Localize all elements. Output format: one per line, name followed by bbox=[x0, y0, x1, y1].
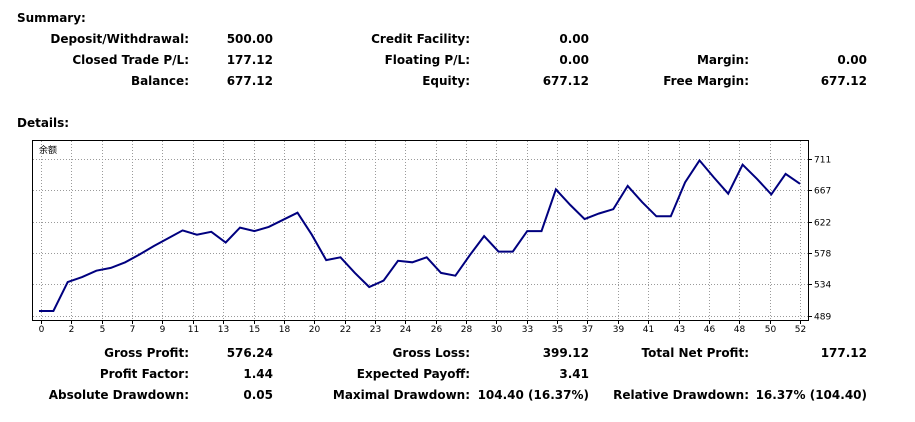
margin-value: 0.00 bbox=[837, 53, 867, 67]
deposit-withdrawal-label: Deposit/Withdrawal: bbox=[50, 32, 189, 46]
credit-facility-label: Credit Facility: bbox=[371, 32, 470, 46]
y-tick-label: 578 bbox=[814, 250, 831, 260]
x-tick-label: 30 bbox=[491, 325, 503, 335]
x-tick-label: 48 bbox=[734, 325, 746, 335]
balance-label: Balance: bbox=[130, 74, 189, 88]
deposit-withdrawal-value: 500.00 bbox=[226, 32, 273, 46]
closed-trade-pl-label: Closed Trade P/L: bbox=[72, 53, 189, 67]
free-margin-value: 677.12 bbox=[820, 74, 867, 88]
x-tick-label: 20 bbox=[309, 325, 321, 335]
x-tick-label: 35 bbox=[552, 325, 563, 335]
balance-chart: 余额 711 667 622 578 534 489 0 2 5 7 9 11 13 15 18 20 22 2… bbox=[32, 140, 831, 335]
absolute-drawdown-label: Absolute Drawdown: bbox=[48, 388, 189, 402]
x-tick-label: 22 bbox=[340, 325, 351, 335]
x-tick-label: 33 bbox=[522, 325, 533, 335]
details-title: Details: bbox=[17, 116, 70, 130]
total-net-profit-label: Total Net Profit: bbox=[641, 346, 749, 360]
x-tick-label: 37 bbox=[582, 325, 593, 335]
floating-pl-value: 0.00 bbox=[559, 53, 589, 67]
x-tick-label: 23 bbox=[370, 325, 381, 335]
absolute-drawdown-value: 0.05 bbox=[243, 388, 273, 402]
chart-frame bbox=[32, 140, 809, 321]
x-tick-label: 39 bbox=[613, 325, 625, 335]
gross-profit-label: Gross Profit: bbox=[104, 346, 189, 360]
x-tick-label: 50 bbox=[765, 325, 777, 335]
x-tick-label: 26 bbox=[431, 325, 443, 335]
gross-loss-value: 399.12 bbox=[542, 346, 589, 360]
x-tick-label: 13 bbox=[218, 325, 229, 335]
x-tick-label: 15 bbox=[249, 325, 260, 335]
chart-grid bbox=[33, 141, 808, 320]
x-tick-label: 18 bbox=[279, 325, 291, 335]
credit-facility-value: 0.00 bbox=[559, 32, 589, 46]
balance-value: 677.12 bbox=[226, 74, 273, 88]
x-tick-label: 46 bbox=[704, 325, 716, 335]
x-tick-label: 28 bbox=[461, 325, 473, 335]
closed-trade-pl-value: 177.12 bbox=[226, 53, 273, 67]
y-tick-label: 622 bbox=[814, 219, 831, 229]
x-tick-label: 0 bbox=[39, 325, 45, 335]
y-axis: 711 667 622 578 534 489 bbox=[808, 156, 831, 323]
chart-series-label: 余额 bbox=[39, 144, 57, 156]
summary-title: Summary: bbox=[17, 11, 86, 25]
x-tick-label: 41 bbox=[643, 325, 654, 335]
profit-factor-value: 1.44 bbox=[243, 367, 273, 381]
x-tick-label: 11 bbox=[188, 325, 199, 335]
balance-line bbox=[39, 158, 801, 312]
free-margin-label: Free Margin: bbox=[663, 74, 749, 88]
equity-label: Equity: bbox=[422, 74, 470, 88]
expected-payoff-value: 3.41 bbox=[559, 367, 589, 381]
x-tick-label: 9 bbox=[160, 325, 166, 335]
y-tick-label: 711 bbox=[814, 156, 831, 166]
relative-drawdown-value: 16.37% (104.40) bbox=[755, 388, 867, 402]
floating-pl-label: Floating P/L: bbox=[384, 53, 470, 67]
margin-label: Margin: bbox=[696, 53, 749, 67]
x-tick-label: 52 bbox=[795, 325, 806, 335]
maximal-drawdown-value: 104.40 (16.37%) bbox=[477, 388, 589, 402]
x-tick-label: 24 bbox=[400, 325, 412, 335]
x-tick-label: 43 bbox=[674, 325, 685, 335]
maximal-drawdown-label: Maximal Drawdown: bbox=[332, 388, 470, 402]
x-tick-label: 7 bbox=[130, 325, 136, 335]
relative-drawdown-label: Relative Drawdown: bbox=[613, 388, 749, 402]
y-tick-label: 489 bbox=[814, 313, 831, 323]
x-tick-label: 5 bbox=[100, 325, 106, 335]
total-net-profit-value: 177.12 bbox=[820, 346, 867, 360]
y-tick-label: 667 bbox=[814, 187, 831, 197]
expected-payoff-label: Expected Payoff: bbox=[356, 367, 470, 381]
profit-factor-label: Profit Factor: bbox=[99, 367, 189, 381]
equity-value: 677.12 bbox=[542, 74, 589, 88]
x-tick-label: 2 bbox=[69, 325, 75, 335]
gross-profit-value: 576.24 bbox=[226, 346, 273, 360]
gross-loss-label: Gross Loss: bbox=[392, 346, 470, 360]
y-tick-label: 534 bbox=[814, 281, 831, 291]
x-axis: 0 2 5 7 9 11 13 15 18 20 22 23 24 26 28 30 33 35 37 39 41 43 4… bbox=[39, 320, 806, 335]
